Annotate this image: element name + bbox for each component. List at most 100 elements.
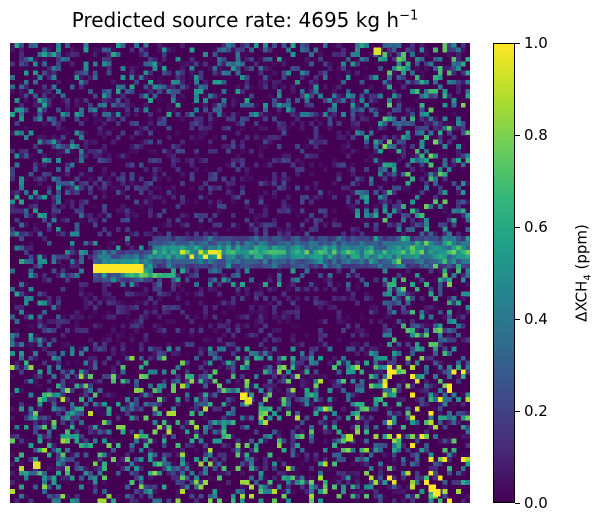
heatmap-cell — [240, 236, 245, 242]
heatmap-cell — [97, 388, 103, 393]
heatmap-cell — [249, 457, 255, 462]
heatmap-cell — [419, 93, 425, 99]
heatmap-cell — [460, 240, 466, 246]
heatmap-cell — [203, 213, 209, 219]
heatmap-cell — [217, 388, 222, 393]
heatmap-cell — [364, 75, 370, 81]
heatmap-cell — [226, 470, 232, 476]
heatmap-cell — [14, 190, 20, 196]
heatmap-cell — [281, 176, 287, 182]
heatmap-cell — [79, 217, 84, 223]
heatmap-cell — [258, 236, 264, 242]
heatmap-cell — [272, 43, 278, 48]
heatmap-cell — [350, 268, 356, 274]
heatmap-cell — [253, 351, 259, 357]
heatmap-cell — [442, 484, 448, 490]
heatmap-cell — [309, 112, 314, 117]
heatmap-cell — [207, 227, 213, 232]
heatmap-cell — [258, 406, 264, 412]
heatmap-cell — [465, 130, 470, 136]
heatmap-cell — [428, 259, 434, 265]
heatmap-cell — [272, 383, 278, 389]
heatmap-cell — [69, 369, 75, 375]
heatmap-cell — [230, 263, 236, 269]
heatmap-cell — [74, 190, 80, 196]
heatmap-cell — [244, 461, 250, 467]
heatmap-cell — [414, 360, 420, 366]
heatmap-cell — [171, 190, 176, 196]
heatmap-cell — [14, 217, 20, 223]
heatmap-cell — [51, 52, 57, 58]
heatmap-cell — [419, 245, 425, 251]
heatmap-cell — [460, 374, 466, 380]
heatmap-cell — [10, 75, 15, 81]
heatmap-cell — [42, 300, 48, 306]
heatmap-cell — [313, 286, 319, 292]
heatmap-cell — [332, 397, 337, 403]
heatmap-cell — [437, 171, 443, 177]
heatmap-cell — [37, 415, 43, 421]
heatmap-cell — [456, 185, 462, 191]
heatmap-cell — [424, 443, 429, 449]
heatmap-cell — [28, 498, 34, 503]
heatmap-cell — [364, 406, 370, 412]
heatmap-cell — [189, 70, 195, 76]
heatmap-cell — [244, 378, 250, 384]
heatmap-cell — [115, 493, 121, 499]
heatmap-cell — [166, 222, 172, 228]
heatmap-cell — [152, 263, 158, 269]
heatmap-cell — [143, 231, 149, 237]
heatmap-cell — [120, 323, 126, 329]
heatmap-cell — [115, 259, 121, 265]
heatmap-cell — [138, 139, 144, 145]
heatmap-cell — [414, 254, 420, 260]
heatmap-cell — [10, 365, 15, 370]
heatmap-cell — [281, 130, 287, 136]
heatmap-cell — [157, 194, 163, 200]
heatmap-cell — [318, 300, 324, 306]
heatmap-cell — [129, 70, 135, 76]
heatmap-cell — [180, 93, 186, 99]
heatmap-cell — [46, 443, 52, 449]
heatmap-cell — [143, 250, 149, 255]
heatmap-cell — [387, 314, 393, 320]
heatmap-cell — [152, 93, 158, 99]
heatmap-cell — [318, 112, 324, 117]
heatmap-cell — [120, 75, 126, 81]
heatmap-cell — [373, 424, 379, 430]
heatmap-cell — [309, 254, 314, 260]
heatmap-cell — [414, 406, 420, 412]
heatmap-cell — [207, 392, 213, 398]
heatmap-cell — [194, 121, 199, 127]
heatmap-cell — [157, 296, 163, 301]
heatmap-cell — [203, 415, 209, 421]
heatmap-cell — [405, 296, 411, 301]
heatmap-cell — [28, 171, 34, 177]
heatmap-cell — [217, 424, 222, 430]
heatmap-cell — [37, 383, 43, 389]
heatmap-cell — [102, 135, 107, 140]
heatmap-cell — [69, 213, 75, 219]
colorbar-tick-mark — [515, 134, 520, 136]
heatmap-cell — [14, 162, 20, 168]
heatmap-cell — [332, 158, 337, 163]
heatmap-cell — [129, 250, 135, 255]
heatmap-cell — [419, 254, 425, 260]
heatmap-cell — [37, 438, 43, 444]
heatmap-cell — [19, 470, 25, 476]
heatmap-cell — [28, 240, 34, 246]
heatmap-cell — [184, 245, 190, 251]
heatmap-cell — [230, 374, 236, 380]
heatmap-cell — [184, 392, 190, 398]
heatmap-cell — [290, 245, 296, 251]
heatmap-cell — [350, 135, 356, 140]
heatmap-cell — [313, 185, 319, 191]
heatmap-cell — [414, 240, 420, 246]
heatmap-cell — [447, 296, 452, 301]
heatmap-cell — [318, 93, 324, 99]
heatmap-cell — [111, 438, 117, 444]
heatmap-cell — [249, 254, 255, 260]
heatmap-cell — [207, 56, 213, 62]
heatmap-cell — [327, 236, 333, 242]
heatmap-cell — [161, 70, 167, 76]
